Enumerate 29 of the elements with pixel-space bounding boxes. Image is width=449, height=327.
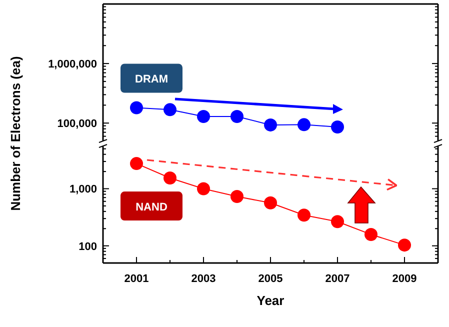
x-tick-label: 2005 <box>258 273 283 285</box>
series-label: DRAM <box>135 74 168 86</box>
point <box>331 215 344 228</box>
point <box>164 103 176 116</box>
point <box>230 110 244 123</box>
y-tick-label: 100 <box>78 240 97 253</box>
y-axis-title: Number of Electrons (ea) <box>8 56 23 211</box>
point <box>364 228 378 241</box>
point <box>331 120 344 134</box>
point <box>264 118 277 132</box>
point <box>264 196 277 210</box>
y-tick-label: 1,000,000 <box>48 58 97 71</box>
point <box>398 238 411 252</box>
point <box>164 172 176 185</box>
point <box>130 157 143 170</box>
point <box>298 118 310 132</box>
point <box>197 110 210 123</box>
point <box>197 182 210 196</box>
x-tick-label: 2009 <box>392 273 417 285</box>
point <box>130 101 143 114</box>
point <box>230 190 244 204</box>
x-tick-label: 2003 <box>191 273 216 285</box>
y-tick-label: 1,000 <box>69 184 97 196</box>
point <box>298 208 310 222</box>
series-label: NAND <box>136 202 168 214</box>
y-tick-label: 100,000 <box>57 118 97 130</box>
x-tick-label: 2007 <box>325 273 350 285</box>
x-tick-label: 2001 <box>124 273 149 285</box>
x-axis-title: Year <box>256 293 284 308</box>
